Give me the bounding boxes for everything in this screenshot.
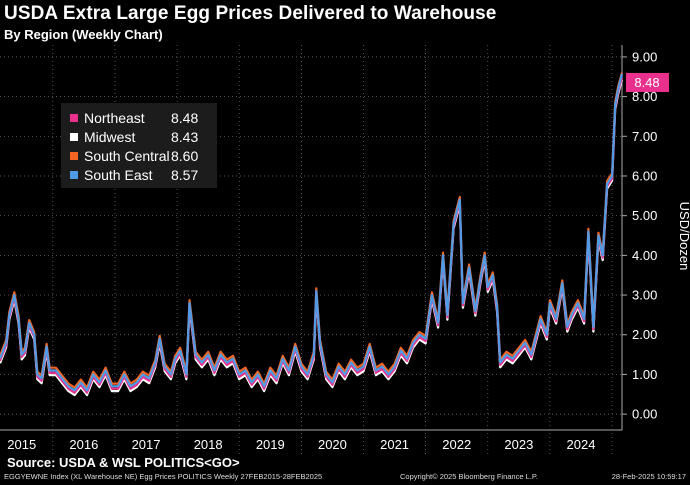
series-line-south-east [0, 73, 624, 392]
legend-value: 8.60 [171, 147, 199, 164]
chart-subtitle: By Region (Weekly Chart) [4, 27, 163, 42]
y-tick-label: 6.00 [632, 168, 657, 183]
x-tick-label: 2022 [442, 437, 471, 452]
last-value-tag-text: 8.48 [634, 75, 659, 90]
y-tick-label: 4.00 [632, 248, 657, 263]
x-tick-label: 2018 [194, 437, 223, 452]
legend-label: Northeast [84, 109, 145, 126]
y-tick-label: 1.00 [632, 367, 657, 382]
x-tick-label: 2021 [380, 437, 409, 452]
legend-label: Midwest [84, 128, 136, 145]
y-axis-label: USD/Dozen [677, 202, 690, 271]
y-tick-label: 5.00 [632, 208, 657, 223]
x-tick-label: 2016 [69, 437, 98, 452]
legend-label: South East [84, 166, 153, 183]
legend-value: 8.57 [171, 166, 199, 183]
legend-item-midwest: Midwest 8.43 [70, 127, 198, 146]
legend-swatch-south-east [70, 170, 78, 179]
legend-item-northeast: Northeast 8.48 [70, 108, 198, 127]
x-tick-label: 2020 [318, 437, 347, 452]
y-tick-label: 9.00 [632, 49, 657, 64]
legend-item-south-central: South Central 8.60 [70, 146, 198, 165]
y-tick-label: 7.00 [632, 129, 657, 144]
legend-label: South Central [84, 147, 170, 164]
y-tick-label: 8.00 [632, 89, 657, 104]
legend-swatch-midwest [70, 132, 78, 141]
x-tick-label: 2017 [132, 437, 161, 452]
legend-value: 8.48 [171, 109, 199, 126]
x-tick-label: 2019 [256, 437, 285, 452]
legend-item-south-east: South East 8.57 [70, 165, 198, 184]
footer-index-info: EGGYEWNE Index (XL Warehouse NE) Egg Pri… [4, 472, 323, 481]
x-tick-label: 2023 [504, 437, 533, 452]
legend-swatch-south-central [70, 151, 78, 160]
x-tick-label: 2024 [567, 437, 596, 452]
y-tick-label: 3.00 [632, 288, 657, 303]
footer-timestamp: 28-Feb-2025 10:59:17 [611, 472, 686, 481]
y-tick-label: 0.00 [632, 407, 657, 422]
legend: Northeast 8.48 Midwest 8.43 South Centra… [61, 103, 217, 188]
legend-swatch-northeast [70, 113, 78, 122]
source-note: Source: USDA & WSL POLITICS<GO> [7, 455, 240, 470]
x-tick-label: 2015 [7, 437, 36, 452]
last-value-tag [626, 73, 669, 92]
y-tick-label: 2.00 [632, 327, 657, 342]
legend-value: 8.43 [171, 128, 199, 145]
chart-title: USDA Extra Large Egg Prices Delivered to… [4, 3, 497, 24]
footer-copyright: Copyright© 2025 Bloomberg Finance L.P. [400, 472, 538, 481]
